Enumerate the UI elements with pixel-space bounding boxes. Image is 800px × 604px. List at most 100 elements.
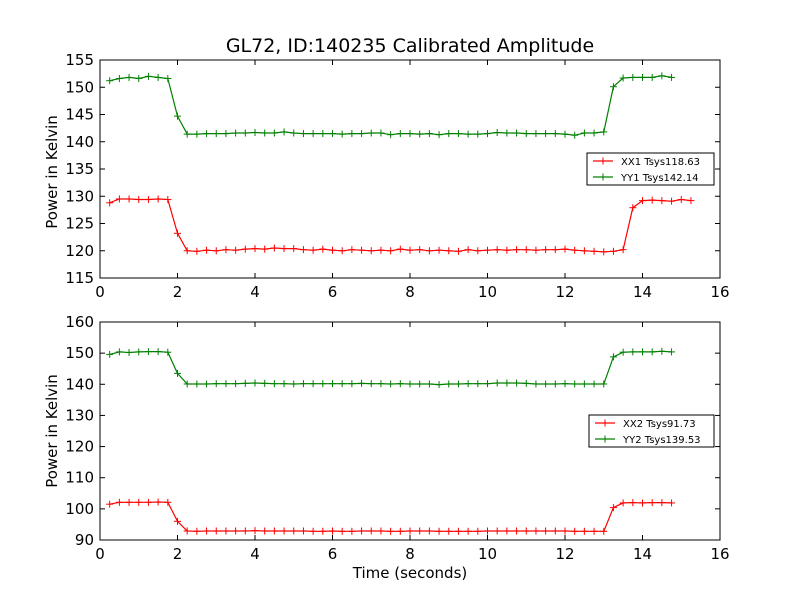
data-point [144, 72, 152, 80]
data-point [445, 527, 453, 535]
data-point [174, 112, 181, 120]
legend-label: XX2 Tsys91.73 [623, 419, 696, 430]
data-point [522, 246, 530, 254]
data-point [571, 131, 579, 139]
x-tick-label: 0 [95, 545, 105, 563]
data-point [290, 129, 298, 137]
data-point [532, 527, 540, 535]
data-point [125, 498, 133, 506]
data-point [232, 129, 240, 137]
data-point [115, 348, 123, 356]
y-tick-label: 130 [65, 406, 94, 424]
legend-label: YY2 Tsys139.53 [622, 435, 701, 446]
data-point [648, 73, 656, 81]
data-point [183, 130, 191, 138]
legend-entry: YY1 Tsys142.14 [593, 173, 699, 184]
data-point [164, 348, 172, 356]
bottom-y-axis-label: Power in Kelvin [43, 374, 61, 488]
data-point [348, 380, 356, 388]
data-point [377, 246, 385, 254]
data-point [619, 499, 627, 507]
y-tick-label: 140 [65, 133, 94, 151]
x-tick-label: 12 [555, 283, 574, 301]
series-xx1 [106, 195, 695, 256]
y-tick-label: 150 [65, 344, 94, 362]
data-point [212, 130, 220, 138]
data-point [435, 527, 443, 535]
x-tick-label: 10 [478, 545, 497, 563]
data-point [503, 129, 511, 137]
y-tick-label: 120 [65, 242, 94, 260]
data-point [367, 380, 375, 388]
top-y-axis-label: Power in Kelvin [43, 115, 61, 229]
data-point [464, 130, 472, 138]
x-tick-label: 4 [250, 283, 260, 301]
data-point [658, 499, 666, 507]
data-point [212, 247, 220, 255]
plot-frame [99, 321, 721, 541]
data-point [193, 380, 201, 388]
data-point [639, 197, 646, 205]
data-point [241, 527, 249, 535]
y-tick-label: 155 [65, 51, 94, 69]
data-point [522, 379, 530, 387]
data-point [609, 353, 617, 361]
data-point [270, 527, 278, 535]
x-tick-label: 12 [555, 545, 574, 563]
data-point [280, 380, 288, 388]
data-point [241, 245, 249, 253]
data-point [590, 247, 598, 255]
data-point [522, 527, 530, 535]
data-point [648, 196, 656, 204]
data-point [503, 246, 511, 254]
data-point [677, 196, 685, 204]
x-tick-label: 2 [173, 283, 183, 301]
data-point [290, 527, 298, 535]
data-point [309, 246, 317, 254]
data-point [629, 204, 637, 212]
y-tick-label: 120 [65, 438, 94, 456]
x-tick-label: 8 [405, 545, 415, 563]
data-point [580, 380, 588, 388]
data-point [580, 129, 588, 137]
data-point [174, 369, 181, 377]
data-point [319, 245, 327, 253]
data-point [629, 499, 637, 507]
data-point [416, 380, 424, 388]
data-point [532, 246, 540, 254]
data-point [619, 246, 627, 254]
plot-frame [99, 59, 721, 279]
data-point [106, 77, 114, 85]
data-point [590, 527, 598, 535]
data-point [668, 348, 676, 356]
data-point [474, 247, 482, 255]
data-point [435, 246, 443, 254]
data-point [135, 196, 143, 204]
data-point [329, 527, 336, 535]
series-xx2 [106, 498, 676, 535]
data-point [319, 527, 327, 535]
data-point [125, 349, 133, 357]
series-yy2 [106, 347, 676, 389]
y-tick-label: 145 [65, 106, 94, 124]
data-point [251, 245, 259, 253]
data-point [222, 527, 230, 535]
data-point [571, 380, 579, 388]
chart-title: GL72, ID:140235 Calibrated Amplitude [226, 35, 594, 57]
data-point [658, 197, 666, 205]
data-point [600, 380, 608, 388]
data-point [445, 247, 453, 255]
data-point [183, 527, 191, 535]
bottom-panel: 0 2 4 6 8 10 12 14 16 90 100 110 120 130 140 150 160 XX2 … [65, 313, 729, 563]
data-point [193, 527, 201, 535]
data-point [445, 130, 453, 138]
data-point [532, 380, 540, 388]
data-point [454, 527, 462, 535]
data-point [435, 131, 443, 139]
data-point [639, 348, 646, 356]
data-point [406, 246, 414, 254]
data-point [484, 527, 491, 535]
data-point [396, 245, 404, 253]
legend-entry: XX1 Tsys118.63 [593, 157, 700, 168]
y-tick-label: 125 [65, 215, 94, 233]
